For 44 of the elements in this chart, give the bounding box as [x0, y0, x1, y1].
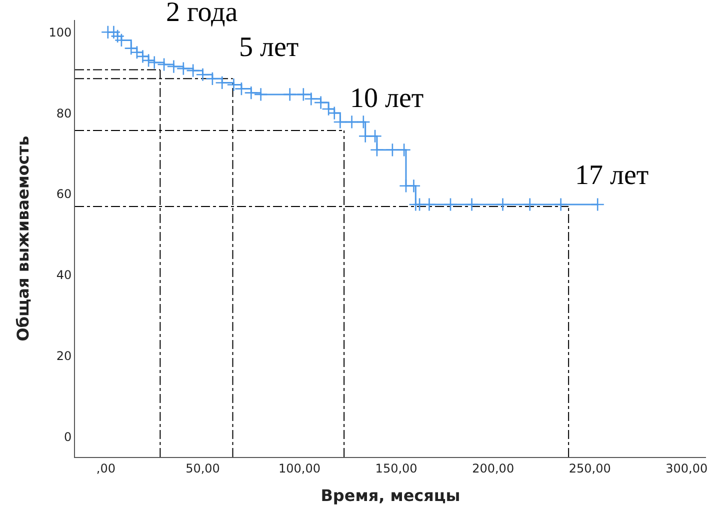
point: [406, 178, 421, 193]
point: [356, 115, 370, 129]
point: [244, 86, 258, 100]
y-tick-label: 100: [48, 25, 72, 40]
annotation: 2 года: [166, 0, 238, 28]
y-axis-title: Общая выживаемость: [14, 136, 33, 342]
y-tick-label: 60: [56, 187, 72, 202]
point: [522, 198, 537, 212]
y-tick-label: 20: [56, 349, 72, 364]
point: [254, 88, 268, 102]
y-tick-label: 80: [56, 106, 72, 120]
point: [110, 29, 125, 44]
annotation: 10 лет: [350, 83, 424, 114]
y-tick-label: 0: [64, 430, 72, 444]
point: [368, 129, 382, 144]
point: [370, 142, 384, 157]
x-axis-title: Время, месяцы: [320, 486, 460, 506]
point: [554, 198, 568, 212]
x-tick-label: 200,00: [472, 461, 514, 476]
x-tick-label: 100,00: [278, 461, 321, 476]
point: [157, 58, 171, 72]
point: [166, 60, 181, 74]
annotation: 5 лет: [239, 32, 299, 63]
x-tick-label: ,00: [96, 461, 116, 476]
y-tick-label: 40: [56, 268, 72, 282]
point: [176, 62, 190, 76]
point: [186, 64, 200, 78]
point: [464, 198, 479, 212]
point: [422, 198, 436, 212]
x-tick-label: 150,00: [375, 461, 418, 476]
x-tick-label: 50,00: [186, 461, 220, 476]
point: [344, 115, 359, 129]
point: [496, 198, 510, 212]
x-tick-label: 300,00: [666, 461, 708, 476]
annotation: 17 лет: [575, 160, 649, 191]
x-tick-label: 250,00: [568, 461, 611, 476]
point: [196, 68, 210, 82]
point: [147, 56, 162, 70]
point: [385, 142, 400, 157]
point: [282, 88, 297, 102]
point: [397, 142, 411, 157]
point: [444, 198, 458, 212]
point: [590, 198, 605, 212]
point: [205, 72, 220, 86]
